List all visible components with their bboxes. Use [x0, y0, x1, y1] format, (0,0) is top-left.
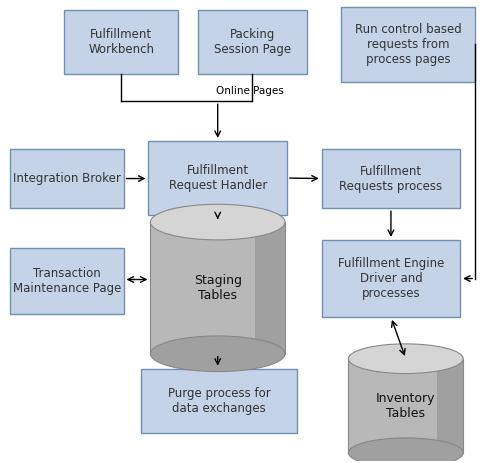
Ellipse shape — [150, 336, 285, 372]
Text: Inventory
Tables: Inventory Tables — [376, 392, 436, 420]
Text: Fulfillment
Workbench: Fulfillment Workbench — [88, 28, 154, 56]
FancyBboxPatch shape — [10, 149, 124, 208]
Polygon shape — [348, 359, 463, 453]
Polygon shape — [255, 222, 285, 354]
Text: Fulfillment Engine
Driver and
processes: Fulfillment Engine Driver and processes — [338, 257, 444, 300]
FancyBboxPatch shape — [64, 10, 178, 74]
FancyBboxPatch shape — [341, 7, 475, 81]
Text: Run control based
requests from
process pages: Run control based requests from process … — [355, 23, 462, 66]
Ellipse shape — [348, 344, 463, 374]
FancyBboxPatch shape — [322, 240, 460, 317]
Text: Transaction
Maintenance Page: Transaction Maintenance Page — [13, 267, 121, 295]
Ellipse shape — [150, 204, 285, 240]
Ellipse shape — [348, 438, 463, 463]
Text: Fulfillment
Request Handler: Fulfillment Request Handler — [169, 164, 267, 192]
FancyBboxPatch shape — [10, 248, 124, 314]
Text: Integration Broker: Integration Broker — [13, 172, 121, 185]
Text: Online Pages: Online Pages — [216, 87, 284, 96]
Text: Packing
Session Page: Packing Session Page — [214, 28, 291, 56]
Text: Fulfillment
Requests process: Fulfillment Requests process — [340, 164, 442, 193]
FancyBboxPatch shape — [322, 149, 460, 208]
Text: Staging
Tables: Staging Tables — [194, 274, 242, 302]
FancyBboxPatch shape — [148, 141, 287, 215]
Text: Purge process for
data exchanges: Purge process for data exchanges — [168, 387, 270, 415]
Polygon shape — [150, 222, 285, 354]
FancyBboxPatch shape — [198, 10, 307, 74]
Polygon shape — [438, 359, 463, 453]
FancyBboxPatch shape — [142, 369, 297, 433]
